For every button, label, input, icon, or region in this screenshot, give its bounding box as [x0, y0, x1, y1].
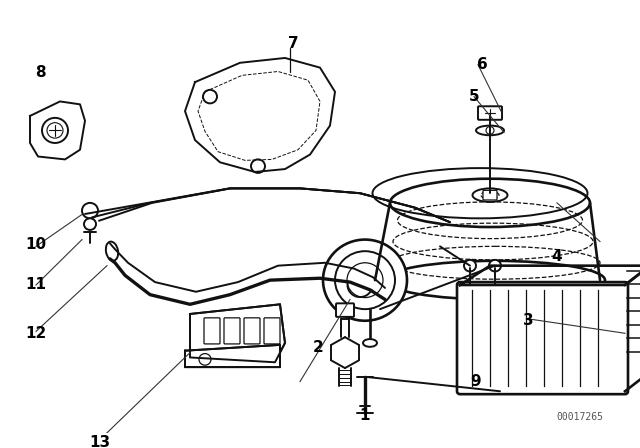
- Text: 1: 1: [360, 408, 371, 423]
- Ellipse shape: [363, 339, 377, 347]
- Text: 5: 5: [468, 89, 479, 104]
- Circle shape: [82, 203, 98, 218]
- FancyBboxPatch shape: [336, 303, 354, 317]
- FancyBboxPatch shape: [224, 318, 240, 344]
- FancyBboxPatch shape: [483, 190, 497, 200]
- Text: 12: 12: [26, 326, 47, 341]
- Text: 13: 13: [90, 435, 111, 448]
- Text: 2: 2: [312, 340, 323, 355]
- Circle shape: [84, 218, 96, 230]
- Ellipse shape: [106, 241, 118, 261]
- Text: 4: 4: [552, 249, 563, 263]
- FancyBboxPatch shape: [478, 106, 502, 120]
- Ellipse shape: [476, 125, 504, 135]
- Text: 8: 8: [35, 65, 45, 80]
- Ellipse shape: [481, 191, 499, 199]
- Circle shape: [203, 90, 217, 103]
- Circle shape: [489, 260, 501, 271]
- Circle shape: [347, 263, 383, 297]
- Circle shape: [323, 240, 407, 321]
- Polygon shape: [185, 345, 280, 367]
- Circle shape: [47, 123, 63, 138]
- FancyBboxPatch shape: [244, 318, 260, 344]
- Circle shape: [335, 251, 395, 309]
- Text: 9: 9: [470, 374, 481, 389]
- Text: 11: 11: [26, 277, 47, 293]
- FancyBboxPatch shape: [264, 318, 280, 344]
- Circle shape: [251, 159, 265, 173]
- Text: 7: 7: [288, 36, 298, 51]
- Circle shape: [199, 353, 211, 365]
- FancyBboxPatch shape: [204, 318, 220, 344]
- Text: 3: 3: [523, 313, 533, 328]
- Text: 6: 6: [477, 57, 488, 72]
- Text: 10: 10: [26, 237, 47, 252]
- Ellipse shape: [472, 188, 508, 202]
- Polygon shape: [190, 304, 285, 362]
- Circle shape: [42, 118, 68, 143]
- Text: 00017265: 00017265: [557, 412, 604, 422]
- FancyBboxPatch shape: [457, 282, 628, 394]
- Circle shape: [464, 260, 476, 271]
